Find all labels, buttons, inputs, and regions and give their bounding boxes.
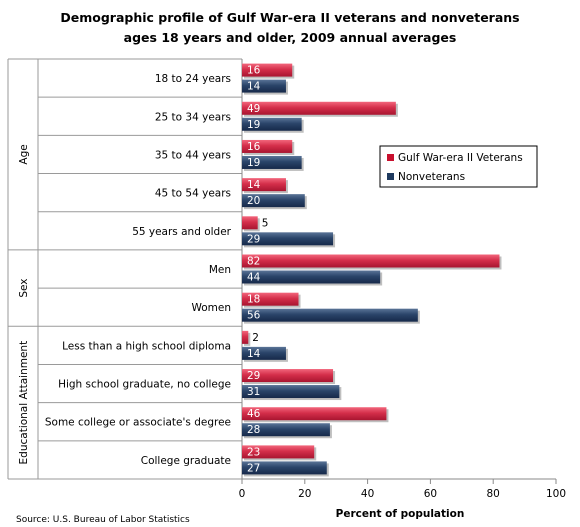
source-note: Source: U.S. Bureau of Labor Statistics (16, 515, 190, 525)
data-label: 23 (247, 446, 260, 458)
group-label: Sex (18, 279, 30, 298)
x-tick-label: 100 (546, 488, 566, 500)
data-label: 29 (247, 233, 260, 245)
chart-title: Demographic profile of Gulf War-era II v… (60, 10, 519, 25)
data-label: 18 (247, 294, 260, 306)
bar-nonveterans (242, 346, 286, 360)
x-tick-label: 40 (361, 488, 374, 500)
x-tick-label: 0 (239, 488, 246, 500)
data-label: 29 (247, 370, 260, 382)
category-label: Some college or associate's degree (45, 417, 231, 429)
bar-nonveterans (242, 308, 418, 322)
data-label: 46 (247, 408, 261, 420)
group-label: Age (18, 144, 30, 164)
data-label: 14 (247, 81, 261, 93)
bar-nonveterans (242, 461, 327, 475)
bar-veterans (242, 101, 396, 115)
group-label: Educational Attainment (18, 341, 30, 465)
data-label: 2 (252, 332, 259, 344)
category-label: College graduate (141, 455, 231, 467)
legend-label-nonveterans: Nonveterans (398, 171, 465, 183)
chart-subtitle: ages 18 years and older, 2009 annual ave… (124, 30, 457, 45)
bar-nonveterans (242, 385, 340, 399)
data-label: 5 (262, 217, 269, 229)
data-label: 28 (247, 424, 260, 436)
legend-box (379, 145, 538, 188)
data-label: 44 (247, 272, 261, 284)
data-label: 14 (247, 179, 261, 191)
bar-nonveterans (242, 194, 305, 208)
bar-nonveterans (242, 117, 302, 131)
bars: 1614491916191420529824418562142931462823… (242, 63, 502, 477)
data-label: 19 (247, 157, 260, 169)
data-label: 49 (247, 103, 260, 115)
bar-veterans (242, 292, 299, 306)
x-tick-label: 80 (487, 488, 500, 500)
data-label: 82 (247, 256, 260, 268)
category-label: 55 years and older (132, 226, 231, 238)
axes: 0 20 40 60 80 100 (7, 58, 566, 500)
data-label: 19 (247, 119, 260, 131)
bar-veterans (242, 216, 258, 230)
legend-swatch-veterans (387, 154, 394, 161)
bar-veterans (242, 254, 500, 268)
category-label: High school graduate, no college (58, 379, 231, 391)
data-label: 31 (247, 386, 260, 398)
bar-veterans (242, 369, 334, 383)
bar-veterans (242, 445, 315, 459)
data-label: 56 (247, 310, 261, 322)
bar-nonveterans (242, 155, 302, 169)
data-label: 16 (247, 65, 261, 77)
category-label: 35 to 44 years (155, 149, 231, 161)
legend-label-veterans: Gulf War-era II Veterans (398, 152, 523, 164)
category-label: Less than a high school diploma (62, 340, 231, 352)
legend: Gulf War-era II Veterans Nonveterans (379, 145, 538, 188)
category-label: Women (191, 302, 231, 314)
bar-nonveterans (242, 232, 334, 246)
bar-nonveterans (242, 270, 381, 284)
data-label: 20 (247, 195, 260, 207)
bar-veterans (242, 178, 286, 192)
data-label: 14 (247, 348, 261, 360)
x-tick-label: 60 (424, 488, 437, 500)
legend-swatch-nonveterans (387, 173, 394, 180)
category-labels: Age Sex Educational Attainment 18 to 24 yea… (18, 73, 232, 467)
category-label: 25 to 34 years (155, 111, 231, 123)
x-tick-label: 20 (298, 488, 311, 500)
bar-veterans (242, 330, 249, 344)
x-axis-label: Percent of population (336, 508, 465, 520)
bar-veterans (242, 63, 293, 77)
bar-veterans (242, 407, 387, 421)
category-label: 18 to 24 years (155, 73, 231, 85)
category-label: 45 to 54 years (155, 188, 231, 200)
bar-veterans (242, 139, 293, 153)
data-label: 16 (247, 141, 261, 153)
bar-nonveterans (242, 423, 330, 437)
bar-nonveterans (242, 79, 286, 93)
category-label: Men (209, 264, 231, 276)
data-label: 27 (247, 462, 260, 474)
